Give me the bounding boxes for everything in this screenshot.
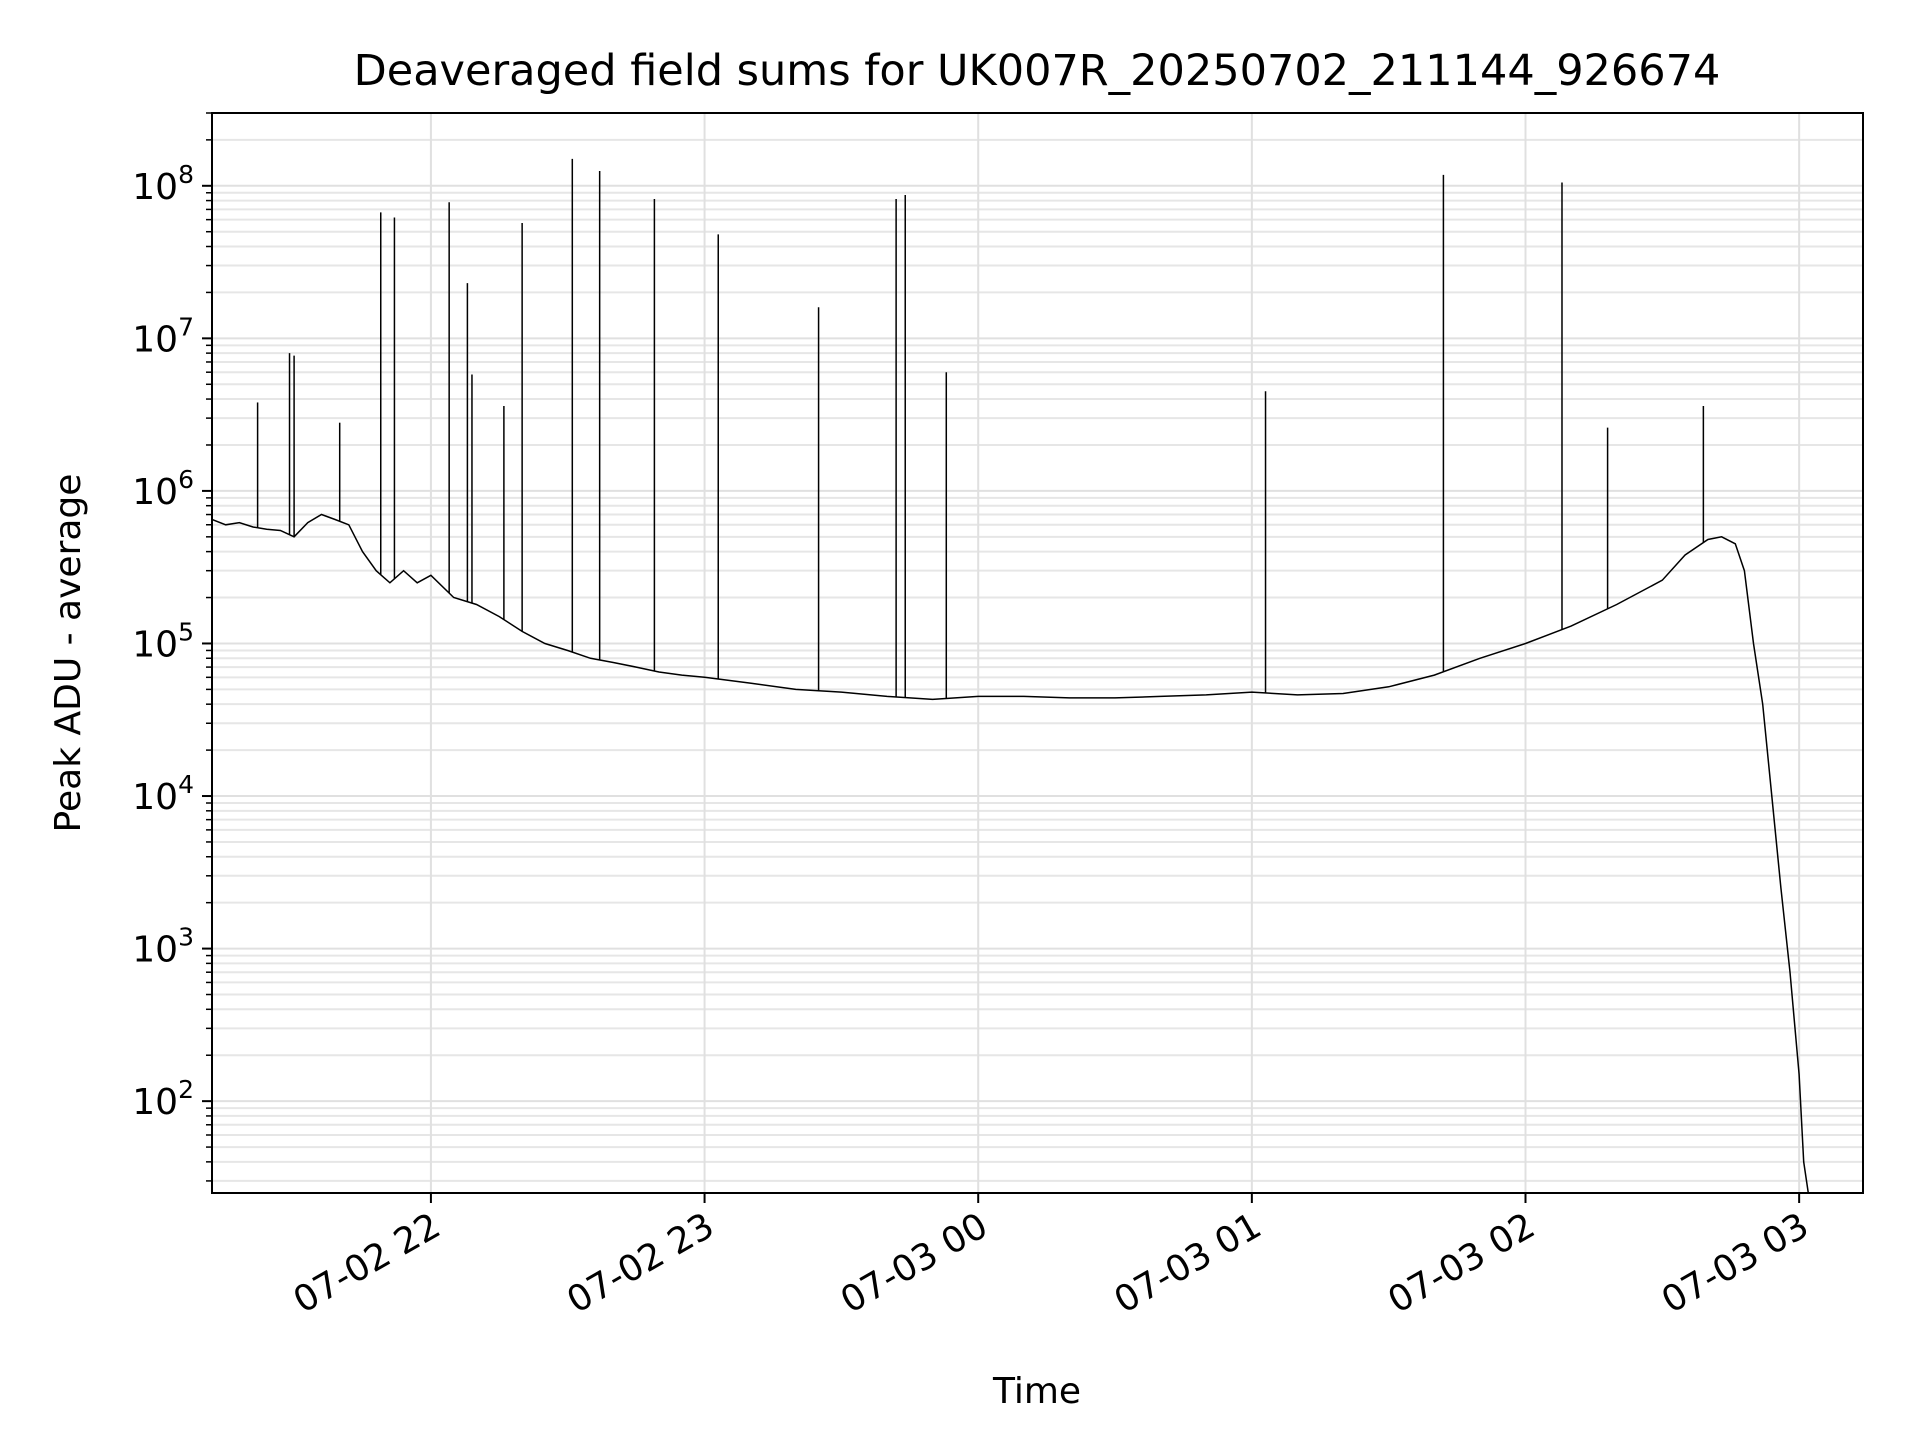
- plot-background: [212, 113, 1863, 1193]
- plot-frame: [211, 112, 1864, 1194]
- y-tick-label: 106: [132, 465, 194, 513]
- y-tick-label: 107: [132, 312, 194, 360]
- y-tick-label: 104: [132, 770, 194, 818]
- grid-layer: [212, 112, 1863, 1193]
- chart-title: Deaveraged field sums for UK007R_2025070…: [354, 46, 1721, 96]
- plot-area: [211, 112, 1864, 1194]
- series-line-0: [212, 513, 1810, 1193]
- y-tick-label: 105: [132, 617, 194, 665]
- y-tick-label: 108: [132, 160, 194, 208]
- data-layer: [212, 158, 1810, 1193]
- y-tick-label: 102: [132, 1075, 194, 1123]
- x-axis-label: Time: [992, 1371, 1081, 1412]
- y-axis-label: Peak ADU - average: [48, 474, 89, 833]
- y-tick-label: 103: [132, 923, 194, 971]
- y-axis: 102 103 104 105 106 107 108: [132, 112, 212, 1182]
